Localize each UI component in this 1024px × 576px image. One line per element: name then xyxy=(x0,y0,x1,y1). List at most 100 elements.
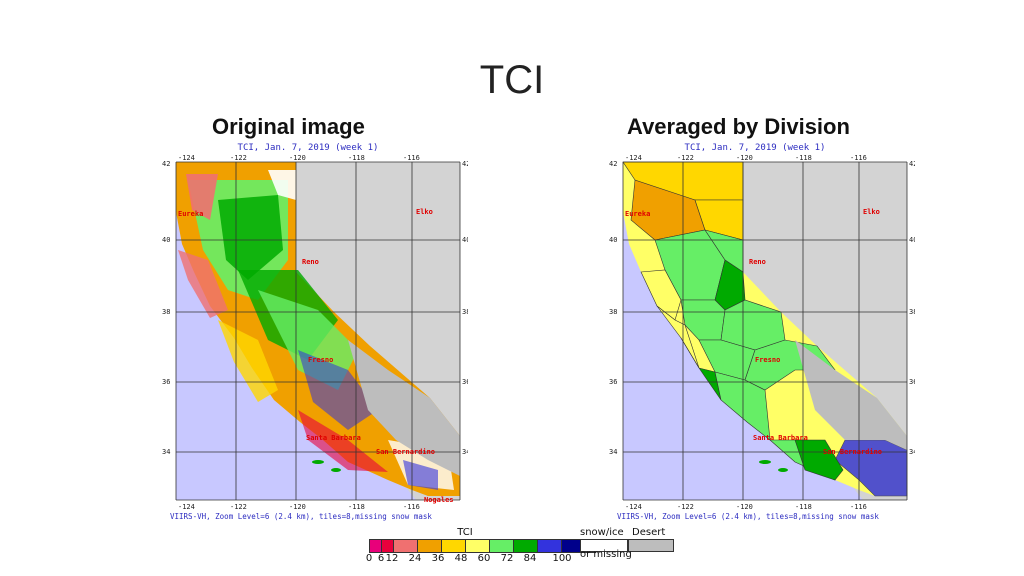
tci-color-swatch xyxy=(514,540,538,552)
lat-tick-label: 34 xyxy=(462,448,468,456)
climate-divisions xyxy=(622,161,908,497)
left-panel-heading: Original image xyxy=(212,114,365,139)
lon-tick-label: -116 xyxy=(403,154,420,162)
map-footer: VIIRS-VH, Zoom Level=6 (2.4 km), tiles=8… xyxy=(170,512,432,521)
city-label-reno: Reno xyxy=(749,258,766,266)
tci-tick-label: 12 xyxy=(385,553,399,564)
lat-tick-label: 36 xyxy=(609,378,617,386)
division-coast-north xyxy=(640,269,682,321)
tci-color-swatch xyxy=(442,540,466,552)
lat-tick-label: 36 xyxy=(462,378,468,386)
tci-color-swatch xyxy=(394,540,418,552)
city-label-eureka: Eureka xyxy=(178,210,203,218)
lon-tick-label: -118 xyxy=(348,503,365,511)
original-map-panel: TCI, Jan. 7, 2019 (week 1) xyxy=(148,140,468,521)
lon-tick-label: -118 xyxy=(795,154,812,162)
lat-tick-label: 38 xyxy=(609,308,617,316)
lon-tick-label: -118 xyxy=(795,503,812,511)
lat-tick-label: 38 xyxy=(462,308,468,316)
division-tci-map: -124 -122 -120 -118 -116 -124 -122 -120 … xyxy=(609,154,915,511)
original-tci-map: -124 -122 -120 -118 -116 -124 -122 -120 … xyxy=(162,154,468,511)
map-caption: TCI, Jan. 7, 2019 (week 1) xyxy=(684,143,826,153)
tci-scale-ticks: 0 6 12 24 36 48 60 72 84 100 xyxy=(363,553,583,567)
lat-lon-grid xyxy=(175,161,461,501)
city-label-elko: Elko xyxy=(863,208,880,216)
lon-tick-label: -124 xyxy=(178,503,195,511)
snow-ice-swatch xyxy=(580,539,628,552)
lon-tick-label: -118 xyxy=(348,154,365,162)
lat-tick-label: 36 xyxy=(909,378,915,386)
tci-color-swatch xyxy=(490,540,514,552)
missing-label: or missing xyxy=(580,549,632,560)
lat-tick-label: 42 xyxy=(609,160,617,168)
lon-tick-label: -122 xyxy=(230,154,247,162)
city-label-santa-barbara: Santa Barbara xyxy=(753,434,808,442)
lat-tick-label: 40 xyxy=(162,236,170,244)
lon-tick-label: -122 xyxy=(677,503,694,511)
legend-title: TCI xyxy=(457,527,473,538)
lat-tick-label: 42 xyxy=(909,160,915,168)
lon-tick-label: -124 xyxy=(625,154,642,162)
channel-island xyxy=(759,460,771,464)
tci-tick-label: 48 xyxy=(454,553,468,564)
city-label-san-bernardino: San Bernardino xyxy=(376,448,435,456)
tci-tick-label: 84 xyxy=(523,553,537,564)
lat-tick-label: 34 xyxy=(609,448,617,456)
tci-color-swatch xyxy=(382,540,394,552)
lat-tick-label: 36 xyxy=(162,378,170,386)
channel-island xyxy=(778,468,788,472)
lon-tick-label: -120 xyxy=(736,503,753,511)
lon-tick-label: -116 xyxy=(850,503,867,511)
tci-color-scale xyxy=(369,539,596,553)
lat-tick-label: 38 xyxy=(909,308,915,316)
desert-swatch xyxy=(628,539,674,552)
snow-ice-label: snow/ice xyxy=(580,527,624,538)
tci-color-swatch xyxy=(466,540,490,552)
slide-title: TCI xyxy=(479,58,545,102)
lat-tick-label: 34 xyxy=(162,448,170,456)
lat-tick-label: 40 xyxy=(909,236,915,244)
map-caption: TCI, Jan. 7, 2019 (week 1) xyxy=(237,143,379,153)
tci-tick-label: 100 xyxy=(552,553,572,564)
tci-tick-label: 0 xyxy=(365,553,373,564)
tci-tick-label: 6 xyxy=(377,553,385,564)
desert-label: Desert xyxy=(632,527,666,538)
lon-tick-label: -116 xyxy=(403,503,420,511)
tci-color-swatch xyxy=(370,540,382,552)
channel-island xyxy=(312,460,324,464)
city-label-santa-barbara: Santa Barbara xyxy=(306,434,361,442)
city-label-fresno: Fresno xyxy=(308,356,333,364)
city-label-san-bernardino: San Bernardino xyxy=(823,448,882,456)
channel-island xyxy=(331,468,341,472)
lat-tick-label: 42 xyxy=(162,160,170,168)
lon-tick-label: -116 xyxy=(850,154,867,162)
city-label-eureka: Eureka xyxy=(625,210,650,218)
lon-tick-label: -120 xyxy=(289,154,306,162)
lon-tick-label: -124 xyxy=(625,503,642,511)
division-coast-central xyxy=(656,305,700,369)
desert-region xyxy=(795,340,907,450)
tci-tick-label: 24 xyxy=(408,553,422,564)
city-label-elko: Elko xyxy=(416,208,433,216)
lon-tick-label: -120 xyxy=(289,503,306,511)
right-panel-heading: Averaged by Division xyxy=(627,114,850,139)
lon-tick-label: -124 xyxy=(178,154,195,162)
lon-tick-label: -122 xyxy=(230,503,247,511)
lon-tick-label: -120 xyxy=(736,154,753,162)
lon-tick-label: -122 xyxy=(677,154,694,162)
tci-color-swatch xyxy=(418,540,442,552)
lat-tick-label: 38 xyxy=(162,308,170,316)
desert-region xyxy=(348,340,460,476)
city-label-nogales: Nogales xyxy=(424,496,454,504)
lat-tick-label: 42 xyxy=(462,160,468,168)
lat-tick-label: 34 xyxy=(909,448,915,456)
lat-tick-label: 40 xyxy=(462,236,468,244)
tci-color-swatch xyxy=(538,540,562,552)
city-label-reno: Reno xyxy=(302,258,319,266)
division-averaged-map-panel: TCI, Jan. 7, 2019 (week 1) xyxy=(595,140,915,521)
city-label-fresno: Fresno xyxy=(755,356,780,364)
lat-tick-label: 40 xyxy=(609,236,617,244)
map-footer: VIIRS-VH, Zoom Level=6 (2.4 km), tiles=8… xyxy=(617,512,879,521)
tci-tick-label: 36 xyxy=(431,553,445,564)
lat-lon-grid xyxy=(622,161,908,501)
